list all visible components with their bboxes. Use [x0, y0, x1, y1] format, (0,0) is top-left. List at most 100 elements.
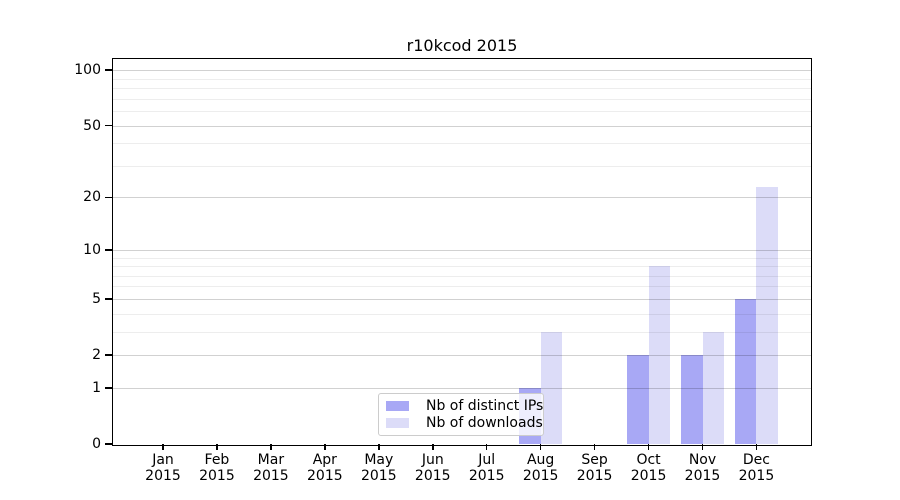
x-tick-label-year: 2015: [630, 467, 667, 484]
legend-swatch-distinct-ips: [386, 400, 409, 411]
x-tick-label-month: Jul: [478, 452, 496, 468]
x-tick-label: Dec 2015: [728, 452, 784, 484]
y-tick: [105, 354, 112, 356]
gridline-minor: [113, 165, 811, 167]
gridline-minor: [113, 266, 811, 268]
y-tick: [105, 124, 112, 127]
chart-title: r10kcod 2015: [406, 36, 518, 55]
x-tick-label: Oct 2015: [621, 452, 677, 484]
gridline-minor: [113, 88, 811, 90]
y-tick-label: 2: [92, 347, 101, 364]
x-tick-label-year: 2015: [576, 467, 613, 484]
x-tick-label: Jun 2015: [405, 452, 461, 484]
y-tick: [105, 69, 112, 71]
gridline-minor: [113, 98, 811, 100]
x-tick-label-year: 2015: [468, 467, 505, 484]
bar-downloads-nov: [702, 331, 724, 444]
x-tick-label: Aug 2015: [513, 452, 569, 484]
gridline-major: [113, 387, 811, 389]
x-tick-label: May 2015: [351, 452, 407, 484]
x-tick: [216, 444, 218, 450]
x-tick-label: Jul 2015: [459, 452, 515, 484]
x-tick-label: Mar 2015: [243, 452, 299, 484]
y-tick: [105, 387, 112, 389]
legend-swatch-downloads: [386, 418, 409, 429]
x-tick-label: Jan 2015: [135, 452, 191, 484]
plot-area: 0 1 2 5 10 20 50 100 Jan 2015 Feb 2015 Mar 2015 Apr 201…: [74, 58, 812, 483]
x-tick-label-year: 2015: [199, 467, 235, 484]
x-tick: [593, 444, 596, 450]
gridline-minor: [113, 313, 811, 315]
y-tick-label: 20: [83, 189, 101, 206]
x-tick-label-year: 2015: [360, 467, 397, 484]
x-tick-label-month: Dec: [742, 452, 770, 468]
x-tick: [378, 444, 380, 450]
x-tick-label-month: Aug: [526, 452, 555, 468]
legend-label-distinct-ips: Nb of distinct IPs: [426, 397, 544, 414]
x-tick-label-year: 2015: [522, 467, 559, 484]
legend-label-downloads: Nb of downloads: [426, 415, 543, 432]
x-tick: [647, 444, 650, 450]
gridline-minor: [113, 257, 811, 259]
legend: Nb of distinct IPs Nb of downloads: [378, 393, 544, 436]
x-tick-label-month: Mar: [257, 452, 285, 468]
x-tick: [755, 444, 758, 450]
x-tick-label: Nov 2015: [675, 452, 731, 484]
gridline-major: [113, 70, 811, 72]
x-tick-label-month: Jan: [152, 452, 174, 468]
bar-distinct-ips-oct: [627, 355, 649, 444]
bar-downloads-oct: [648, 266, 671, 444]
x-tick: [270, 444, 272, 450]
x-tick: [539, 444, 542, 450]
bar-downloads-dec: [756, 186, 778, 444]
gridline-minor: [113, 275, 811, 277]
x-tick-label-month: May: [364, 452, 394, 468]
y-tick: [105, 298, 112, 300]
x-tick-label-month: Apr: [312, 452, 337, 468]
gridline-major: [113, 355, 811, 357]
legend-row-downloads: Nb of downloads: [386, 415, 543, 431]
y-tick-label: 10: [83, 241, 101, 258]
gridline-minor: [113, 111, 811, 113]
bar-distinct-ips-nov: [681, 355, 703, 444]
gridline-major: [113, 125, 811, 127]
bar-downloads-aug: [540, 331, 563, 444]
gridline-minor: [113, 286, 811, 288]
gridline-major: [113, 197, 811, 199]
x-tick-label: Feb 2015: [189, 452, 245, 484]
x-tick-label-month: Oct: [636, 452, 661, 468]
gridline-minor: [113, 331, 811, 333]
x-tick: [162, 444, 164, 450]
x-tick-label-month: Sep: [581, 452, 608, 468]
y-tick-label: 100: [74, 62, 101, 79]
gridline-minor: [113, 143, 811, 145]
y-tick-label: 0: [92, 436, 101, 452]
x-tick-label-month: Jun: [421, 452, 444, 468]
gridline-major: [113, 298, 811, 300]
gridline-major: [113, 249, 811, 251]
bar-distinct-ips-dec: [734, 298, 757, 444]
x-tick-label-month: Nov: [688, 452, 717, 468]
x-tick-label: Apr 2015: [297, 452, 353, 484]
x-tick: [485, 444, 488, 450]
x-tick-label-year: 2015: [414, 467, 451, 484]
x-tick: [432, 444, 434, 450]
x-tick-label-year: 2015: [684, 467, 721, 484]
y-tick: [105, 443, 112, 445]
x-tick-label-year: 2015: [145, 467, 181, 484]
x-tick-label-year: 2015: [738, 467, 775, 484]
y-tick-label: 50: [83, 117, 101, 134]
x-tick-label-year: 2015: [307, 467, 343, 484]
y-tick-label: 1: [92, 379, 101, 396]
gridline-minor: [113, 78, 811, 80]
x-tick-label-month: Feb: [204, 452, 230, 468]
x-tick-label: Sep 2015: [567, 452, 623, 484]
x-tick: [701, 444, 704, 450]
x-tick-label-year: 2015: [253, 467, 289, 484]
y-tick: [105, 249, 112, 251]
legend-row-distinct-ips: Nb of distinct IPs: [386, 398, 543, 414]
x-tick: [324, 444, 326, 450]
y-tick: [105, 196, 112, 199]
y-tick-label: 5: [92, 290, 101, 307]
